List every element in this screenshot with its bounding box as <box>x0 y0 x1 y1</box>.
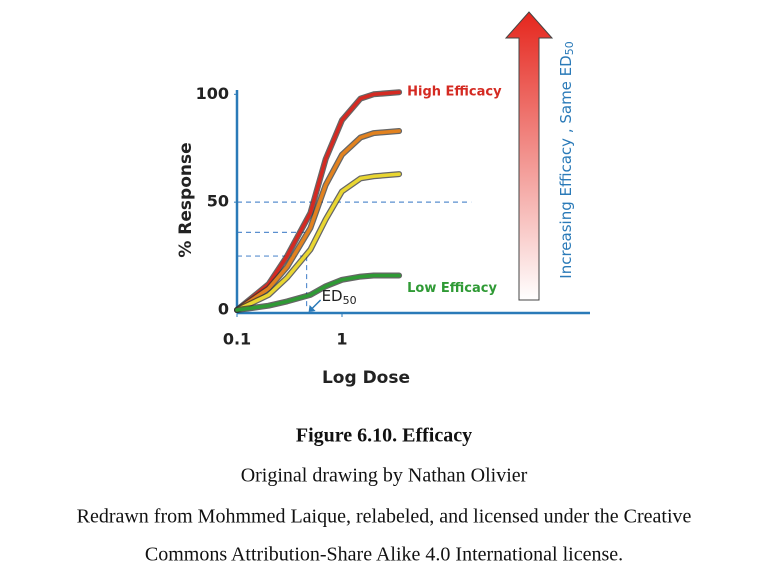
series-label: Low Efficacy <box>407 281 497 296</box>
curve <box>235 172 401 312</box>
y-tick-label: 0 <box>218 300 229 319</box>
curve <box>235 90 401 312</box>
efficacy-arrow <box>504 11 554 301</box>
caption-line: Commons Attribution-Share Alike 4.0 Inte… <box>145 544 623 566</box>
x-axis-label: Log Dose <box>322 368 410 388</box>
arrow-label-text: Increasing Efficacy , Same ED <box>557 55 575 278</box>
series-label: High Efficacy <box>407 85 502 100</box>
ed50-label-sub: 50 <box>343 294 357 307</box>
x-tick-label: 1 <box>336 330 347 349</box>
arrow-label-sub: 50 <box>563 41 576 55</box>
curve-outline <box>234 128 403 313</box>
arrow-label: Increasing Efficacy , Same ED50 <box>557 41 577 278</box>
ed50-pointer-head <box>308 305 316 312</box>
curve <box>235 273 401 312</box>
y-axis-label: % Response <box>176 142 196 257</box>
x-tick-label: 0.1 <box>223 330 251 349</box>
ed50-label: ED50 <box>322 287 357 308</box>
curve <box>235 129 401 312</box>
caption-line: Original drawing by Nathan Olivier <box>241 465 528 487</box>
y-tick-label: 100 <box>196 84 229 103</box>
caption-title: Figure 6.10. Efficacy <box>296 425 472 447</box>
y-tick-label: 50 <box>207 192 229 211</box>
caption-line: Redrawn from Mohmmed Laique, relabeled, … <box>77 506 692 528</box>
ed50-label-text: ED <box>322 287 343 305</box>
